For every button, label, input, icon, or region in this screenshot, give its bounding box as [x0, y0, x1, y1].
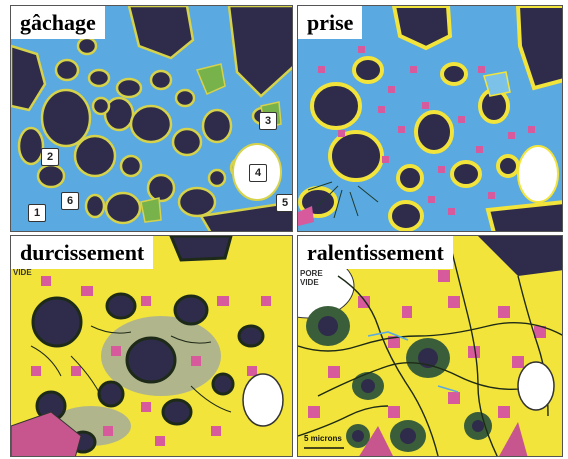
pore-label-vide: VIDE	[300, 278, 319, 287]
stage-label-durcissement: durcissement	[11, 236, 154, 269]
marker-5: 5	[276, 194, 292, 212]
stage-label-ralentissement: ralentissement	[298, 236, 453, 269]
prise-illustration	[298, 6, 562, 231]
panel-prise: prise	[297, 5, 563, 232]
pore-label-vide: VIDE	[13, 268, 32, 277]
durcissement-illustration	[11, 236, 284, 456]
stage-label-gachage: gâchage	[11, 6, 105, 39]
marker-3: 3	[259, 112, 277, 130]
scale-label: 5 microns	[304, 434, 342, 443]
panel-ralentissement: ralentissement PORE VIDE 5 microns	[297, 235, 563, 457]
panel-gachage: gâchage 1 2 3 4 5 6	[10, 5, 293, 232]
marker-4: 4	[249, 164, 267, 182]
marker-1: 1	[28, 204, 46, 222]
gachage-illustration	[11, 6, 292, 231]
ralentissement-illustration	[298, 236, 562, 456]
pore-label-pore: PORE	[300, 269, 323, 278]
panel-durcissement: durcissement VIDE	[10, 235, 293, 457]
marker-6: 6	[61, 192, 79, 210]
stage-label-prise: prise	[298, 6, 363, 39]
marker-2: 2	[41, 148, 59, 166]
